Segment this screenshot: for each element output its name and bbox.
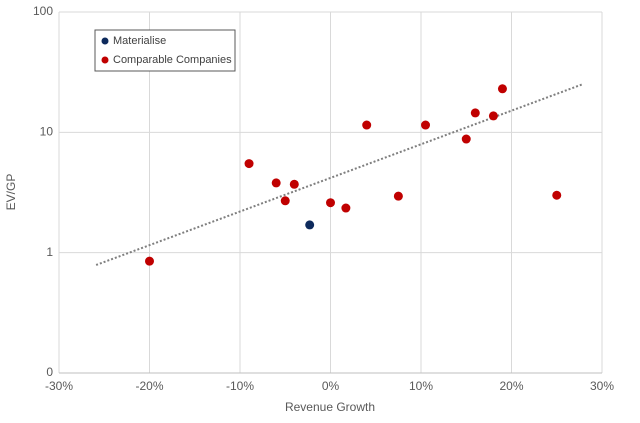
point xyxy=(305,220,315,230)
y-axis-title: EV/GP xyxy=(4,174,18,211)
x-tick-label: -30% xyxy=(45,379,73,393)
point xyxy=(341,203,351,213)
point xyxy=(289,179,299,189)
x-tick-label: 20% xyxy=(499,379,523,393)
point xyxy=(552,190,562,200)
legend-box xyxy=(94,29,236,72)
x-axis-title: Revenue Growth xyxy=(285,400,375,414)
point xyxy=(470,108,480,118)
y-tick-label: 100 xyxy=(33,4,53,18)
point xyxy=(326,198,335,208)
point xyxy=(145,256,154,266)
legend-label: Materialise xyxy=(113,35,166,47)
legend-label: Comparable Companies xyxy=(113,54,232,66)
legend-marker xyxy=(101,37,109,45)
x-tick-label: 30% xyxy=(590,379,614,393)
x-tick-label: -20% xyxy=(135,379,163,393)
legend-marker xyxy=(101,56,109,64)
x-tick-label: 10% xyxy=(409,379,433,393)
point xyxy=(244,159,254,169)
point xyxy=(488,111,498,121)
x-tick-label: 0% xyxy=(322,379,340,393)
trendline xyxy=(95,83,583,266)
point xyxy=(461,134,471,144)
y-tick-label: 0 xyxy=(46,365,53,379)
point xyxy=(362,120,372,130)
point xyxy=(280,196,290,206)
y-tick-label: 1 xyxy=(46,245,53,259)
y-tick-label: 10 xyxy=(40,125,54,139)
point xyxy=(497,84,507,94)
point xyxy=(393,191,403,201)
point xyxy=(421,120,431,130)
x-tick-label: -10% xyxy=(226,379,254,393)
point xyxy=(271,178,281,188)
